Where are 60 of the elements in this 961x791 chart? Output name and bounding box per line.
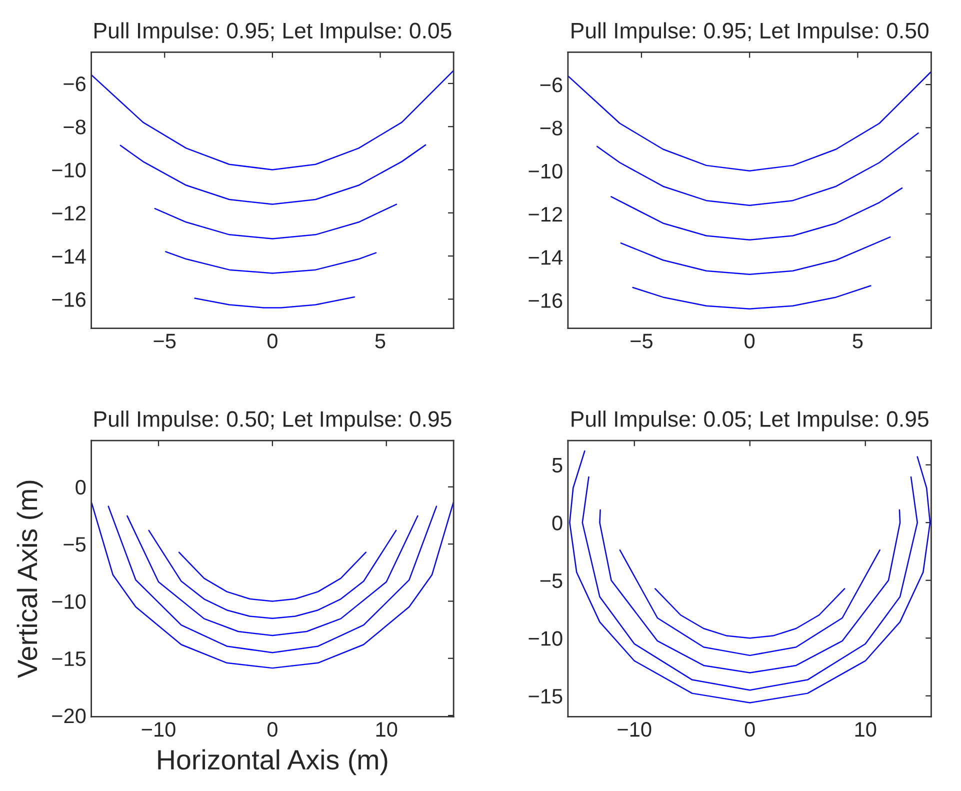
y-tick-label: 5: [552, 458, 562, 473]
line-series: [654, 588, 846, 639]
y-tick-label: −14: [528, 250, 562, 265]
x-tick-label: 0: [267, 334, 278, 348]
y-tick-label: −6: [64, 76, 86, 92]
line-series: [569, 450, 931, 704]
line-series: [120, 144, 426, 205]
y-tick-label: −20: [52, 708, 86, 724]
x-tick-label: 10: [376, 722, 398, 737]
x-tick-label: 0: [267, 722, 278, 737]
y-tick-label: −10: [52, 162, 86, 178]
y-tick-label: −8: [540, 120, 562, 136]
y-tick-label: −10: [528, 631, 562, 646]
line-series: [582, 476, 918, 691]
y-tick-label: −8: [64, 120, 86, 134]
line-series: [599, 509, 901, 674]
line-series: [126, 515, 418, 636]
line-series: [165, 251, 377, 274]
line-series: [632, 285, 872, 310]
line-series: [194, 296, 356, 308]
chart-title: Pull Impulse: 0.05; Let Impulse: 0.95: [572, 410, 928, 432]
x-axis-title: Horizontal Axis (m): [158, 749, 388, 776]
y-tick-label: −5: [540, 574, 562, 588]
line-series: [568, 70, 932, 172]
y-tick-label: −6: [540, 78, 562, 92]
line-series: [148, 530, 397, 619]
x-tick-label: −5: [630, 334, 652, 348]
line-series: [610, 187, 903, 240]
y-tick-label: −14: [52, 249, 86, 264]
y-tick-label: −16: [52, 292, 86, 307]
chart-title: Pull Impulse: 0.95; Let Impulse: 0.50: [572, 22, 928, 43]
x-tick-label: −5: [154, 334, 176, 348]
y-tick-label: 0: [76, 480, 86, 495]
chart-title: Pull Impulse: 0.95; Let Impulse: 0.05: [94, 22, 452, 43]
line-series: [154, 204, 398, 240]
y-tick-label: −15: [52, 652, 86, 666]
y-axis-title: Vertical Axis (m): [16, 480, 43, 678]
line-series: [91, 70, 454, 170]
x-tick-label: −10: [142, 722, 176, 737]
line-series: [596, 132, 919, 206]
line-series: [619, 549, 880, 656]
chart-title: Pull Impulse: 0.50; Let Impulse: 0.95: [94, 410, 452, 432]
line-series: [178, 552, 366, 602]
x-tick-label: 0: [744, 722, 755, 737]
line-series: [620, 236, 891, 275]
y-tick-label: −5: [64, 537, 86, 552]
y-tick-label: −16: [528, 293, 562, 308]
y-tick-label: −12: [52, 206, 86, 220]
y-tick-label: −12: [528, 206, 562, 222]
x-tick-label: 5: [375, 334, 386, 348]
x-tick-label: 5: [852, 334, 863, 348]
x-tick-label: 10: [855, 722, 876, 737]
x-tick-label: −10: [618, 722, 652, 737]
y-tick-label: −10: [528, 164, 562, 179]
x-tick-label: 0: [744, 334, 755, 348]
y-tick-label: −15: [528, 689, 562, 704]
line-series: [108, 506, 438, 654]
y-tick-label: −10: [52, 594, 86, 609]
line-series: [91, 501, 454, 669]
y-tick-label: 0: [552, 516, 562, 530]
